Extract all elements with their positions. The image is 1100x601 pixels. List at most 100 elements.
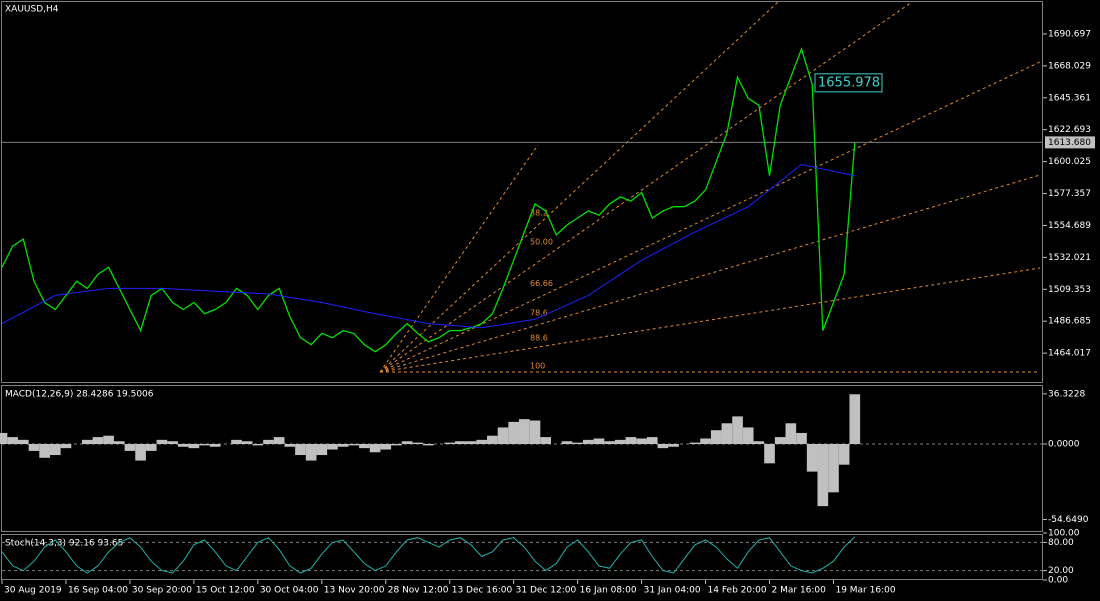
y-tick-label: 1690.697 bbox=[1048, 29, 1091, 39]
y-tick-label: 36.3228 bbox=[1048, 389, 1085, 399]
macd-bar bbox=[646, 437, 658, 444]
macd-bar bbox=[7, 437, 18, 444]
y-tick-label: 20.00 bbox=[1048, 566, 1074, 576]
x-tick-label: 30 Aug 2019 bbox=[4, 586, 62, 596]
fan-line bbox=[379, 144, 539, 373]
macd-bar bbox=[423, 444, 434, 446]
macd-bar bbox=[561, 441, 573, 444]
macd-bar bbox=[476, 439, 488, 444]
stoch-line bbox=[1, 536, 856, 574]
annotation-box bbox=[814, 73, 883, 93]
macd-bar bbox=[519, 419, 530, 444]
macd-bar bbox=[732, 416, 743, 444]
macd-bar bbox=[710, 430, 722, 444]
macd-bar bbox=[348, 444, 360, 446]
y-tick-label: 0.00 bbox=[1048, 576, 1068, 586]
x-tick-label: 30 Oct 04:00 bbox=[260, 586, 319, 596]
macd-bar bbox=[817, 444, 829, 507]
macd-bar bbox=[284, 444, 296, 447]
macd-bar bbox=[337, 444, 349, 447]
macd-bar bbox=[742, 427, 754, 444]
fib-fan bbox=[379, 1, 1041, 373]
macd-bar bbox=[316, 444, 328, 456]
macd-bar bbox=[380, 444, 392, 450]
fan-line bbox=[379, 61, 1041, 373]
macd-bar bbox=[614, 439, 626, 444]
macd-bar bbox=[604, 441, 615, 444]
macd-bar bbox=[60, 444, 72, 449]
macd-bar bbox=[81, 439, 93, 444]
macd-bar bbox=[785, 423, 797, 444]
macd-bar bbox=[273, 437, 285, 444]
fib-label: 50.00 bbox=[530, 238, 553, 247]
y-tick-label: 1509.353 bbox=[1048, 285, 1091, 295]
macd-bar bbox=[241, 441, 253, 444]
macd-title: MACD(12,26,9) 28.4286 19.5006 bbox=[5, 390, 154, 400]
y-tick-label: 1668.029 bbox=[1048, 61, 1091, 71]
y-tick-label: 1577.357 bbox=[1048, 189, 1091, 199]
macd-bar bbox=[657, 444, 669, 449]
macd-bar bbox=[305, 444, 317, 461]
macd-bar bbox=[209, 444, 221, 447]
x-tick-label: 2 Mar 16:00 bbox=[772, 586, 827, 596]
macd-bar bbox=[828, 444, 839, 493]
macd-bar bbox=[849, 394, 861, 444]
fib-label: 88.6 bbox=[530, 333, 548, 342]
macd-bar bbox=[689, 442, 701, 444]
price-tag: 1613.680 bbox=[1048, 138, 1091, 148]
y-tick-label: 1464.017 bbox=[1048, 349, 1091, 359]
macd-bar bbox=[796, 432, 807, 444]
price-line-series bbox=[1, 163, 855, 329]
macd-bar bbox=[295, 444, 306, 456]
x-tick-label: 28 Nov 12:00 bbox=[388, 586, 449, 596]
macd-bar bbox=[369, 444, 381, 453]
macd-bar bbox=[263, 439, 274, 444]
x-tick-label: 30 Sep 20:00 bbox=[132, 586, 192, 596]
macd-bar bbox=[359, 444, 370, 449]
macd-bar bbox=[124, 444, 136, 451]
macd-bar bbox=[774, 437, 786, 444]
x-tick-label: 16 Jan 08:00 bbox=[580, 586, 637, 596]
price-tag-bg bbox=[1045, 136, 1095, 149]
macd-bar bbox=[412, 442, 424, 444]
y-tick-label: 1532.021 bbox=[1048, 253, 1091, 263]
fib-label: 66.66 bbox=[530, 279, 553, 288]
x-tick-label: 13 Dec 16:00 bbox=[452, 586, 513, 596]
fan-line bbox=[379, 1, 913, 373]
macd-bar bbox=[49, 444, 61, 456]
macd-bar bbox=[156, 439, 168, 444]
x-tick-label: 13 Nov 20:00 bbox=[324, 586, 385, 596]
macd-bar bbox=[721, 423, 733, 444]
macd-bar bbox=[636, 438, 647, 444]
fib-label: 38.2 bbox=[530, 208, 548, 217]
macd-bar bbox=[497, 427, 509, 444]
fan-line bbox=[379, 1, 779, 373]
y-tick-label: 1486.685 bbox=[1048, 317, 1091, 327]
macd-bar bbox=[753, 441, 765, 444]
macd-bar bbox=[487, 435, 498, 444]
macd-bar bbox=[508, 421, 520, 444]
macd-bar bbox=[135, 444, 146, 461]
stoch-panel bbox=[1, 534, 1043, 580]
y-tick-label: 1645.361 bbox=[1048, 93, 1091, 103]
x-tick-label: 31 Jan 04:00 bbox=[644, 586, 701, 596]
y-tick-label: -54.6490 bbox=[1048, 515, 1089, 525]
macd-bar bbox=[700, 438, 711, 444]
macd-bar bbox=[199, 444, 210, 446]
macd-bar bbox=[401, 441, 413, 444]
x-tick-label: 31 Dec 12:00 bbox=[516, 586, 577, 596]
macd-bar bbox=[145, 444, 157, 451]
macd-bar bbox=[764, 444, 775, 464]
macd-bar bbox=[113, 441, 125, 444]
fan-line bbox=[379, 174, 1041, 373]
macd-bar bbox=[39, 444, 50, 458]
macd-bar bbox=[177, 444, 189, 447]
macd-bar bbox=[188, 444, 200, 449]
macd-bar bbox=[806, 444, 818, 472]
x-tick-label: 19 Mar 16:00 bbox=[835, 586, 895, 596]
fib-label: 78.6 bbox=[530, 309, 548, 318]
annotation: 1655.978 bbox=[818, 75, 880, 90]
x-tick-label: 15 Oct 12:00 bbox=[196, 586, 255, 596]
